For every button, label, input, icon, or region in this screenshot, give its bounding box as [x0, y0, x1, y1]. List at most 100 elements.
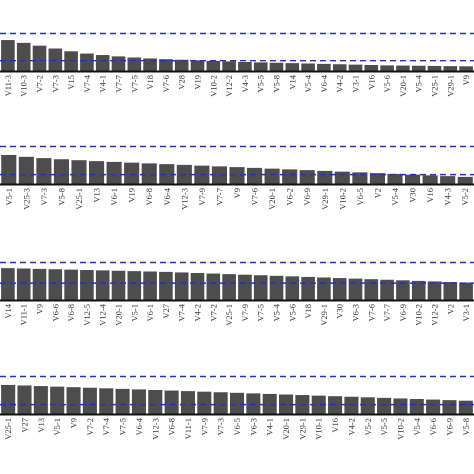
- x-tick-label: V6-1: [145, 304, 155, 321]
- bar: [457, 176, 473, 185]
- bar: [282, 169, 298, 185]
- x-tick-label: V9: [69, 418, 79, 428]
- bar: [422, 175, 438, 185]
- x-tick-label: V19: [127, 188, 137, 203]
- x-tick-label: V4-1: [265, 418, 275, 435]
- x-tick-label: V29-1: [445, 75, 455, 97]
- x-tick-label: V5-4: [412, 417, 422, 435]
- x-tick-label: V7-7: [114, 75, 124, 92]
- x-tick-label: V6-6: [428, 418, 438, 435]
- x-tick-label: V9: [461, 75, 471, 85]
- x-tick-label: V2: [372, 188, 382, 198]
- x-tick-label: V7-5: [256, 304, 266, 321]
- x-tick-label: V4-1: [98, 75, 108, 92]
- x-tick-label: V20-1: [398, 75, 408, 97]
- x-tick-label: V10-2: [414, 304, 424, 326]
- x-tick-label: V11-3: [3, 75, 13, 96]
- x-tick-label: V2: [445, 304, 455, 314]
- x-tick-label: V4-3: [443, 188, 453, 205]
- bar: [174, 59, 189, 71]
- bar: [17, 385, 32, 414]
- bar: [95, 270, 110, 301]
- bar: [405, 174, 421, 185]
- bar: [369, 173, 385, 185]
- bar: [269, 275, 284, 300]
- bar: [1, 384, 16, 414]
- x-tick-label: V4-2: [335, 75, 345, 92]
- bar: [66, 387, 81, 414]
- bar: [48, 48, 63, 71]
- x-tick-label: V11-1: [19, 304, 29, 325]
- x-tick-label: V25-1: [430, 75, 440, 97]
- bar: [253, 62, 268, 72]
- bar: [16, 42, 31, 72]
- bar: [238, 62, 252, 71]
- bar: [197, 391, 212, 414]
- x-tick-label: V13: [36, 418, 46, 433]
- bar: [247, 167, 263, 185]
- bar: [427, 65, 442, 71]
- bar: [299, 170, 315, 185]
- bar: [393, 398, 408, 414]
- x-tick-label: V6-4: [134, 417, 144, 435]
- x-tick-label: V4-2: [346, 418, 356, 435]
- bar: [443, 282, 458, 300]
- bar: [458, 400, 473, 414]
- x-tick-label: V3-1: [461, 304, 471, 321]
- x-tick-label: V5-2: [363, 418, 373, 435]
- bar: [32, 268, 47, 301]
- bar: [279, 394, 294, 414]
- bar: [222, 274, 236, 301]
- bar: [159, 164, 175, 185]
- bar: [143, 271, 157, 300]
- bar: [396, 280, 410, 300]
- bar: [1, 40, 15, 71]
- bar: [80, 270, 94, 300]
- x-tick-label: V14: [3, 303, 13, 318]
- bar: [211, 166, 227, 185]
- bar: [89, 161, 105, 185]
- x-tick-label: V10-2: [208, 75, 218, 97]
- x-tick-label: V7-2: [208, 304, 218, 321]
- bar: [213, 392, 228, 414]
- x-tick-label: V6-9: [398, 304, 408, 321]
- x-tick-label: V9: [35, 304, 45, 314]
- x-tick-label: V27: [20, 418, 30, 433]
- bar: [18, 156, 34, 184]
- x-tick-label: V7-6: [366, 304, 376, 321]
- bar: [1, 154, 17, 184]
- bar: [238, 274, 252, 300]
- x-tick-label: V6-4: [319, 74, 329, 92]
- bar: [229, 392, 245, 414]
- bar: [459, 66, 473, 71]
- bar: [32, 45, 47, 71]
- x-tick-label: V7-3: [39, 188, 49, 205]
- bar: [229, 167, 245, 185]
- bar: [380, 65, 394, 72]
- x-tick-label: V28: [177, 75, 187, 90]
- bar: [16, 268, 31, 300]
- bar: [143, 58, 157, 71]
- x-tick-label: V10-1: [314, 418, 324, 440]
- x-tick-label: V5-4: [272, 303, 282, 321]
- bar: [364, 279, 379, 300]
- bar: [111, 270, 126, 300]
- bar: [50, 386, 65, 415]
- x-tick-label: V30: [408, 188, 418, 203]
- x-tick-label: V7-4: [101, 417, 111, 435]
- bar: [48, 269, 63, 300]
- x-tick-label: V4-2: [193, 304, 203, 321]
- x-tick-label: V20-1: [114, 304, 124, 326]
- x-tick-label: V5-4: [303, 74, 313, 92]
- x-tick-label: V5-1: [52, 418, 62, 435]
- x-tick-label: V3-1: [351, 75, 361, 92]
- x-tick-label: V15: [66, 75, 76, 90]
- bar: [174, 272, 189, 300]
- x-tick-label: V5-8: [272, 75, 282, 92]
- x-tick-label: V7-4: [82, 74, 92, 92]
- x-tick-label: V9: [232, 188, 242, 198]
- bar: [1, 268, 15, 301]
- bar: [95, 55, 110, 71]
